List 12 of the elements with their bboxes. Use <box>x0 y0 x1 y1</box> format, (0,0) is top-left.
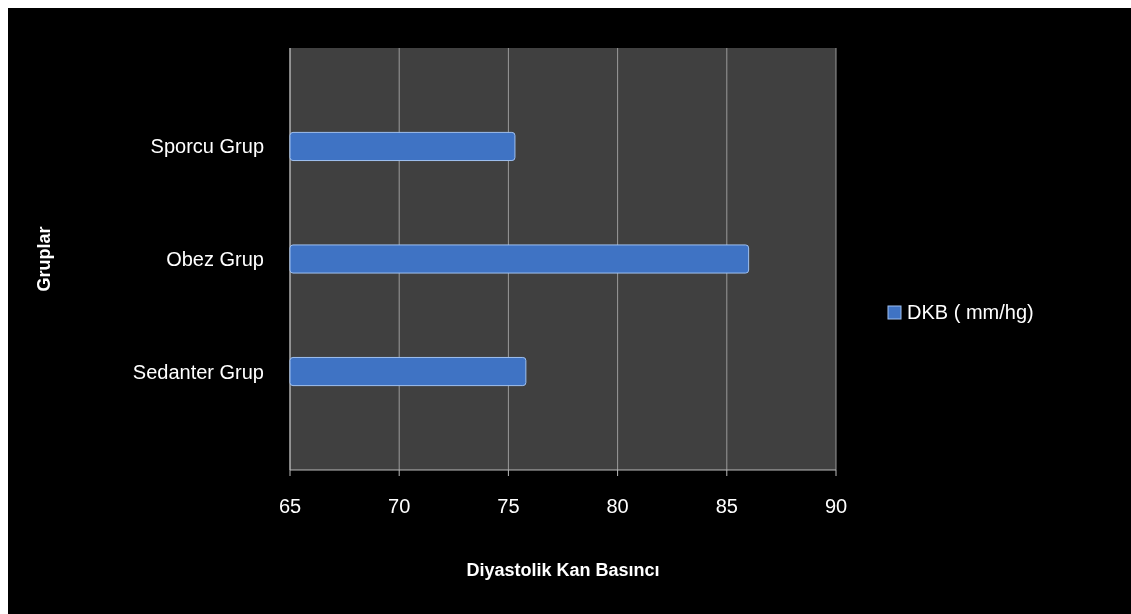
x-tick-label: 70 <box>388 495 411 517</box>
x-tick-label: 90 <box>824 495 848 517</box>
x-tick-label: 65 <box>278 495 302 517</box>
x-axis-title: Diyastolik Kan Basıncı <box>466 560 660 580</box>
y-tick-label: Sedanter Grup <box>132 360 264 383</box>
y-tick-label: Obez Grup <box>166 248 264 270</box>
y-tick-label: Sporcu Grup <box>150 135 264 158</box>
legend-label: DKB ( mm/hg) <box>907 301 1034 323</box>
x-tick-label: 75 <box>497 495 520 517</box>
y-axis-title: Gruplar <box>34 226 54 292</box>
x-tick-label: 85 <box>715 495 738 517</box>
x-tick-label: 80 <box>606 495 629 517</box>
